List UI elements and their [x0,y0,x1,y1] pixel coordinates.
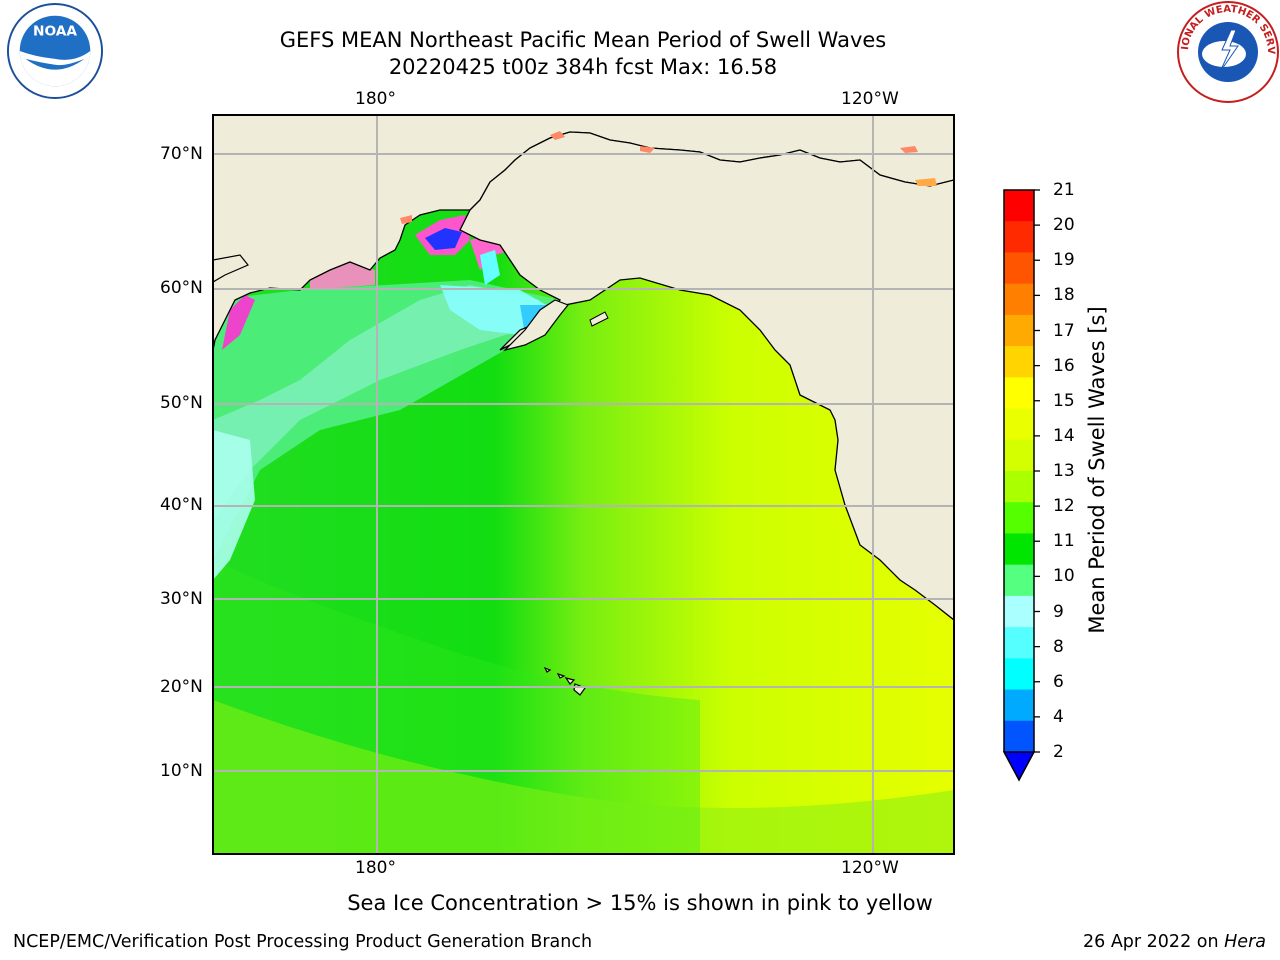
lat-label-40n: 40°N [160,495,203,515]
colorbar-tick-label: 13 [1053,461,1075,481]
lat-label-20n: 20°N [160,677,203,697]
noaa-logo: NOAA [6,2,104,100]
credit-line: NCEP/EMC/Verification Post Processing Pr… [13,932,593,952]
southern-band [213,700,954,854]
colorbar-segment [1004,252,1034,285]
lat-label-30n: 30°N [160,589,203,609]
lon-label-bottom-180: 180° [355,858,396,878]
lon-label-top-180: 180° [355,89,396,109]
colorbar-segment [1004,408,1034,441]
colorbar-segment [1004,283,1034,316]
map-subtitle: 20220425 t00z 384h fcst Max: 16.58 [388,55,778,79]
colorbar-tick-label: 21 [1053,180,1075,200]
colorbar-tick-label: 12 [1053,496,1075,517]
lat-label-60n: 60°N [160,278,203,298]
lat-label-50n: 50°N [160,393,203,413]
colorbar-segment [1004,502,1034,534]
colorbar-tick-label: 4 [1053,706,1064,727]
map-title: GEFS MEAN Northeast Pacific Mean Period … [279,28,887,52]
colorbar-segment [1004,471,1034,503]
lon-label-bottom-120w: 120°W [841,858,899,878]
colorbar-segment [1004,377,1034,410]
land-north-america [459,131,954,621]
graticule [213,115,954,854]
colorbar-segment [1004,627,1034,659]
colorbar-tick-label: 16 [1053,355,1075,376]
northwest-cool-area [213,280,560,560]
colorbar-segment [1004,314,1034,347]
colorbar-tick-label: 9 [1053,601,1064,622]
colorbar-under-extension [1002,751,1036,782]
colorbar-tick-label: 8 [1053,636,1064,657]
nws-logo: NATIONAL WEATHER SERVICE [1176,0,1279,103]
lat-label-10n: 10°N [160,761,203,781]
noaa-logo-text: NOAA [33,23,77,39]
colorbar-segment [1004,221,1034,253]
colorbar-tick-label: 18 [1053,285,1075,306]
colorbar-segment [1004,439,1034,472]
colorbar-segment [1004,658,1034,691]
colorbar-tick-label: 20 [1053,215,1075,236]
colorbar-tick-label: 6 [1053,671,1064,692]
colorbar [1002,189,1040,782]
colorbar-segment [1004,689,1034,722]
colorbar-segment [1004,346,1034,378]
colorbar-tick-label: 2 [1053,742,1064,762]
hawaii-islands [543,666,552,673]
lon-label-top-120w: 120°W [841,89,899,109]
colorbar-segment [1004,564,1034,597]
colorbar-tick-label: 11 [1053,531,1075,552]
lat-label-70n: 70°N [160,144,203,164]
run-date: 26 Apr 2022 on Hera [1083,932,1266,952]
colorbar-segment [1004,720,1034,753]
colorbar-tick-label: 15 [1053,390,1075,411]
colorbar-tick-label: 19 [1053,250,1075,271]
machine-name: Hera [1224,932,1266,952]
colorbar-segment [1004,533,1034,566]
colorbar-tick-label: 17 [1053,320,1075,341]
map-frame [212,114,955,855]
colorbar-tick-label: 14 [1053,425,1075,446]
colorbar-segment [1004,595,1034,628]
map-area [213,115,954,854]
sea-ice-note: Sea Ice Concentration > 15% is shown in … [347,891,933,915]
colorbar-segment [1004,190,1034,222]
colorbar-tick-label: 10 [1053,566,1075,587]
